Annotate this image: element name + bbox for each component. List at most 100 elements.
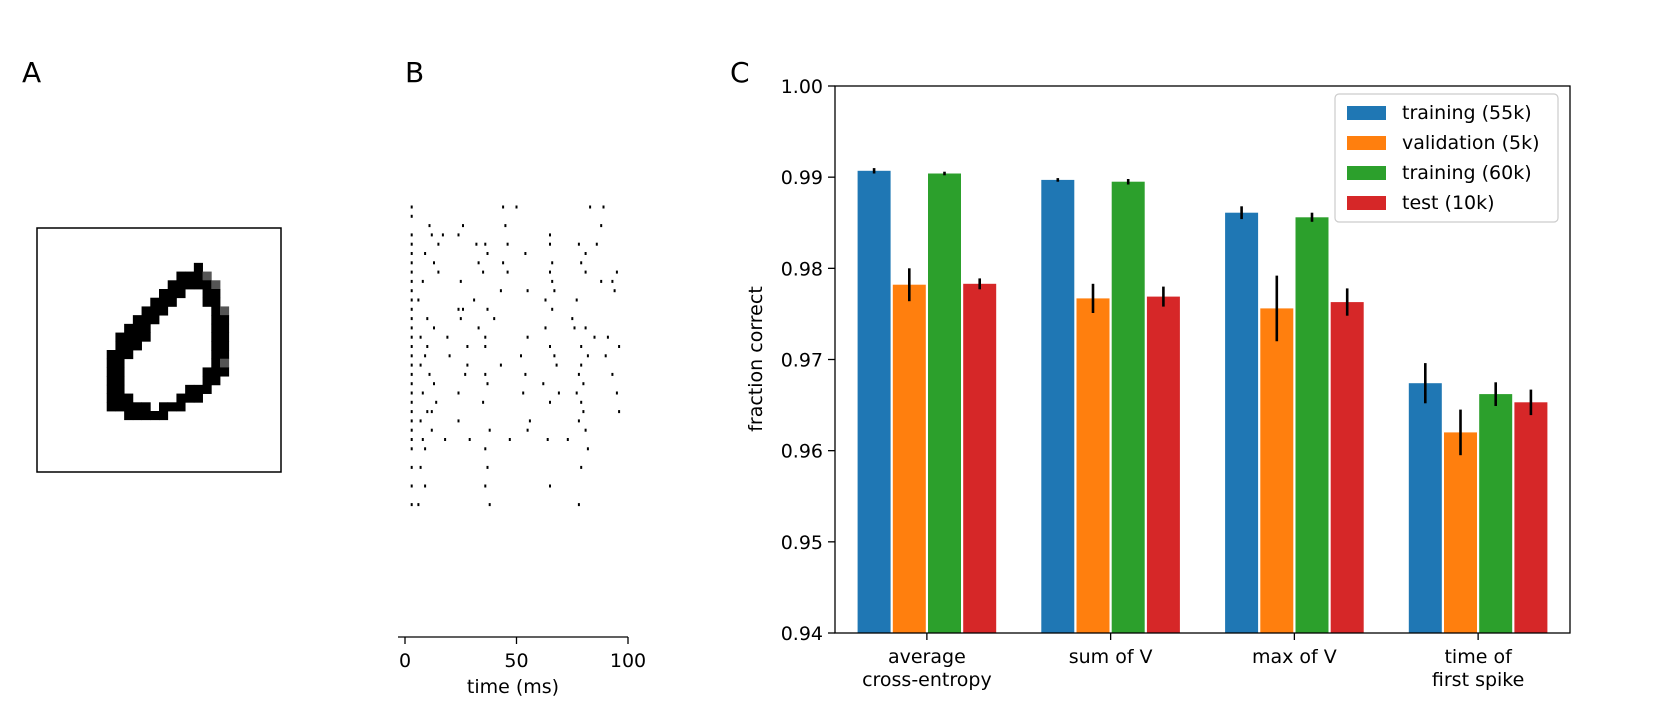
spike-mark xyxy=(410,233,413,237)
spike-mark xyxy=(553,289,556,293)
spike-mark xyxy=(459,317,462,321)
spike-mark xyxy=(528,419,531,423)
raster-x-label: time (ms) xyxy=(467,676,559,698)
digit-pixel xyxy=(202,280,212,290)
digit-pixel xyxy=(211,376,221,386)
digit-pixel xyxy=(150,297,160,307)
spike-mark xyxy=(410,410,413,414)
legend-label: training (60k) xyxy=(1402,162,1532,184)
y-tick-label: 0.98 xyxy=(781,258,823,280)
raster-tick-label: 0 xyxy=(399,650,411,672)
digit-pixel xyxy=(159,306,169,316)
raster-tick-label: 50 xyxy=(504,650,528,672)
spike-mark xyxy=(421,279,424,283)
digit-pixel xyxy=(202,384,212,394)
bar xyxy=(1408,383,1442,633)
digit-pixel xyxy=(106,393,116,403)
digit-pixel xyxy=(193,262,203,272)
digit-pixel xyxy=(211,280,221,290)
spike-mark xyxy=(419,419,422,423)
y-tick-label: 0.94 xyxy=(781,623,823,645)
spike-mark xyxy=(421,438,424,441)
spike-raster: 0 50 100 time (ms) xyxy=(398,205,646,698)
spike-mark xyxy=(580,261,583,265)
digit-pixel xyxy=(202,367,212,377)
spike-mark xyxy=(426,317,429,321)
spike-mark xyxy=(410,317,413,321)
legend-swatch xyxy=(1347,196,1386,210)
legend: training (55k) validation (5k) training (6… xyxy=(1334,93,1559,223)
spike-mark xyxy=(589,205,592,209)
spike-mark xyxy=(426,345,429,348)
spike-mark xyxy=(618,410,621,414)
spike-mark xyxy=(557,391,560,395)
spike-mark xyxy=(484,335,487,339)
digit-pixel xyxy=(176,289,186,299)
spike-mark xyxy=(430,410,433,414)
spike-mark xyxy=(410,345,413,348)
spike-mark xyxy=(410,307,413,311)
digit-pixel xyxy=(159,411,169,421)
digit-pixel xyxy=(211,367,221,377)
bar xyxy=(1146,296,1180,633)
spike-mark xyxy=(410,503,413,507)
spike-mark xyxy=(410,298,413,302)
spike-mark xyxy=(417,298,420,302)
spike-mark xyxy=(430,233,433,237)
spike-mark xyxy=(475,242,478,246)
digit-pixel xyxy=(141,411,151,421)
spike-mark xyxy=(613,289,616,293)
legend-label: validation (5k) xyxy=(1402,132,1540,154)
spike-mark xyxy=(484,484,487,488)
spike-mark xyxy=(426,410,429,414)
digit-pixel xyxy=(132,323,142,333)
bar-y-ticks: 0.94 0.95 0.96 0.97 0.98 0.99 1.00 xyxy=(781,76,835,645)
digit-pixel xyxy=(211,341,221,351)
spike-mark xyxy=(410,391,413,395)
digit-pixel xyxy=(220,315,230,325)
spike-mark xyxy=(441,233,444,237)
bar xyxy=(928,173,961,633)
spike-mark xyxy=(575,298,578,302)
spike-mark xyxy=(520,354,522,358)
spike-mark xyxy=(482,270,485,274)
spike-mark xyxy=(508,438,511,441)
digit-pixel xyxy=(115,384,125,394)
bar xyxy=(1041,179,1075,633)
bar xyxy=(1076,298,1110,633)
digit-pixel xyxy=(211,315,221,325)
spike-mark xyxy=(424,252,427,255)
digit-pixel xyxy=(220,323,230,333)
digit-pixel xyxy=(202,289,212,299)
spike-mark xyxy=(542,382,545,386)
spike-mark xyxy=(433,382,435,386)
x-tick-label: average xyxy=(888,646,966,668)
spike-mark xyxy=(417,503,420,507)
spike-mark xyxy=(437,242,440,246)
digit-pixel xyxy=(124,341,134,351)
spike-mark xyxy=(473,298,476,302)
digit-pixel xyxy=(150,306,160,316)
spike-mark xyxy=(618,345,621,348)
spike-mark xyxy=(419,465,422,469)
digit-pixel xyxy=(141,315,151,325)
spike-mark xyxy=(424,354,427,358)
digit-pixel xyxy=(202,376,212,386)
spike-mark xyxy=(573,326,576,330)
y-tick-label: 1.00 xyxy=(781,76,823,98)
spike-mark xyxy=(464,372,467,376)
digit-pixel xyxy=(141,402,151,412)
bar xyxy=(1479,394,1513,633)
spike-mark xyxy=(424,447,427,451)
digit-pixel xyxy=(211,297,221,307)
spike-mark xyxy=(486,307,489,311)
spike-mark xyxy=(606,335,609,339)
spike-mark xyxy=(582,410,585,414)
spike-mark xyxy=(410,363,413,367)
spike-mark xyxy=(435,400,438,404)
digit-pixel xyxy=(193,271,203,281)
y-tick-label: 0.95 xyxy=(781,532,823,554)
legend-swatch xyxy=(1347,106,1386,120)
digit-pixel xyxy=(211,306,221,316)
x-tick-label: sum of V xyxy=(1069,646,1153,668)
